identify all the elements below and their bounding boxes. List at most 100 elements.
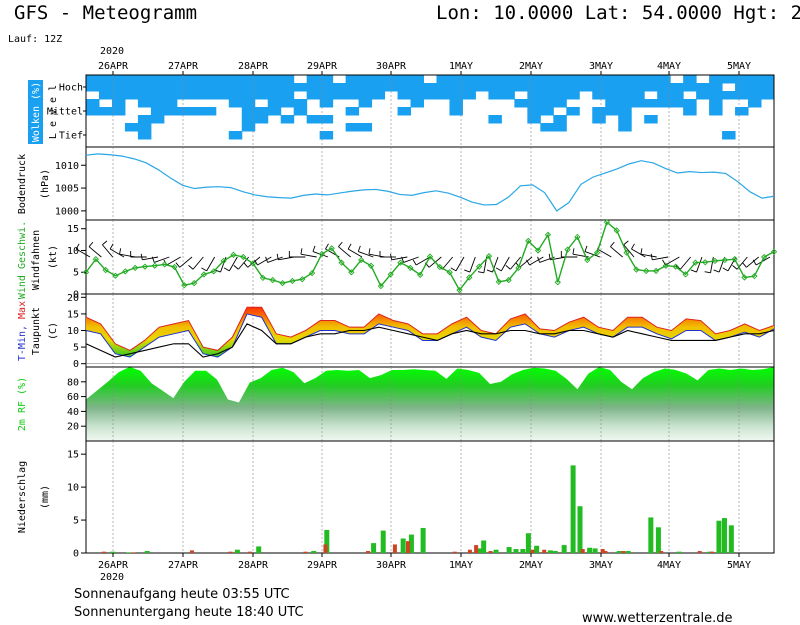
y-tick-label: 1005: [55, 184, 79, 195]
precip-bar-large-scale: [189, 550, 194, 553]
wind-barb-flag: [175, 262, 181, 268]
wind-speed-marker: [210, 268, 217, 275]
wind-barb: [119, 248, 136, 258]
date-label: 4MAY: [657, 560, 681, 571]
cloud-cell: [280, 83, 295, 92]
cloud-cell: [618, 123, 632, 132]
wind-barb-flag: [752, 259, 757, 266]
wind-barb-shaft: [710, 256, 714, 273]
wind-barb-flag: [732, 265, 738, 270]
cloud-cell: [410, 75, 425, 84]
wind-barb: [130, 251, 147, 258]
wind-barb-flag: [312, 245, 316, 252]
wind-barb: [752, 256, 771, 266]
cloud-cell: [228, 131, 243, 140]
cloud-cell: [384, 83, 399, 92]
y-tick-label: 60: [67, 392, 79, 403]
cloud-cell: [241, 115, 256, 124]
date-label: 26APR: [98, 560, 129, 571]
cloud-cell: [423, 83, 437, 92]
wind-speed-marker: [417, 271, 424, 278]
date-label: 29APR: [307, 61, 338, 72]
wind-barb-flag: [495, 267, 502, 272]
precipitation-panel-frame: [85, 440, 775, 554]
sunset-text: Sonnenuntergang heute 18:40 UTC: [74, 605, 304, 620]
wind-barb-shaft: [267, 256, 283, 263]
cloud-cell: [371, 91, 386, 100]
bottom-year-label: 2020: [100, 572, 124, 583]
cloud-cell: [319, 131, 334, 140]
cloud-cell: [176, 107, 191, 116]
cloud-cell: [306, 115, 321, 124]
cloud-cell: [293, 83, 308, 92]
cloud-cell: [553, 91, 567, 100]
precip-bar-convective: [420, 527, 426, 553]
cloud-cell: [618, 99, 632, 108]
precip-bar-large-scale: [603, 551, 608, 553]
cloud-cell: [319, 115, 334, 124]
precip-bar-convective: [616, 551, 622, 553]
precip-bar-convective: [371, 543, 377, 553]
wind-barb: [357, 245, 374, 258]
cloud-cell: [527, 99, 541, 108]
cloud-cell: [631, 99, 645, 108]
date-label: 27APR: [168, 61, 199, 72]
cloud-cell: [397, 107, 412, 116]
cloud-cell: [514, 99, 528, 108]
cloud-cell: [553, 99, 567, 108]
wind-barb-flag: [140, 253, 143, 260]
wind-barb-flag: [401, 256, 405, 263]
website-link[interactable]: www.wetterzentrale.de: [582, 611, 732, 625]
wind-speed-marker: [220, 257, 227, 265]
cloud-cell: [163, 91, 178, 100]
cloud-cell: [709, 83, 723, 92]
wind-speed-marker: [102, 266, 109, 274]
cloud-cell: [397, 83, 412, 92]
model-run-label: Lauf: 12Z: [8, 34, 62, 45]
cloud-cell: [267, 75, 282, 84]
wind-barb: [623, 240, 635, 258]
cloud-cell: [111, 99, 126, 108]
cloud-cell: [462, 83, 476, 92]
wind-barb-flag: [368, 248, 371, 255]
wind-speed-marker: [731, 256, 738, 263]
wind-barb: [495, 256, 510, 272]
precip-bar-convective: [520, 549, 526, 553]
date-label: 26APR: [98, 61, 129, 72]
cloud-cell: [709, 99, 723, 108]
cloud-cell: [501, 91, 515, 100]
y-tick-label: 15: [67, 224, 79, 235]
cloud-cell: [228, 83, 243, 92]
tmin-line: [85, 313, 775, 358]
cloud-cell: [345, 91, 360, 100]
cloud-cell: [605, 91, 619, 100]
date-label: 5MAY: [727, 560, 751, 571]
cloud-cell: [527, 83, 541, 92]
cloud-cell: [618, 91, 632, 100]
cloud-cell: [241, 91, 256, 100]
cloud-cell: [345, 123, 360, 132]
cloud-cell: [254, 83, 269, 92]
cloud-cell: [280, 75, 295, 84]
wind-barb-flag: [486, 269, 493, 273]
y-tick-label: 5: [73, 268, 79, 279]
wind-barb-flag: [690, 269, 697, 273]
cloud-cell: [384, 75, 399, 84]
temperature-unit-label: (C): [48, 322, 59, 340]
cloud-cell: [488, 83, 502, 92]
wind-speed-marker: [692, 259, 699, 266]
wind-barb-shaft: [312, 251, 329, 258]
wind-barb: [175, 256, 193, 268]
cloud-cell: [618, 83, 632, 92]
precip-bar-convective: [380, 530, 386, 553]
location-label: Lon: 10.0000 Lat: 54.0000 Hgt: 2: [436, 2, 800, 24]
cloud-cell: [696, 83, 710, 92]
cloud-cell: [254, 107, 269, 116]
wind-speed-marker: [141, 263, 149, 270]
wind-speed-marker: [299, 276, 306, 283]
wind-barb-shaft: [519, 256, 533, 268]
wind-barb: [140, 253, 159, 261]
cloud-cell: [696, 91, 710, 100]
cloud-cell: [644, 83, 658, 92]
precip-bar-convective: [728, 525, 734, 553]
